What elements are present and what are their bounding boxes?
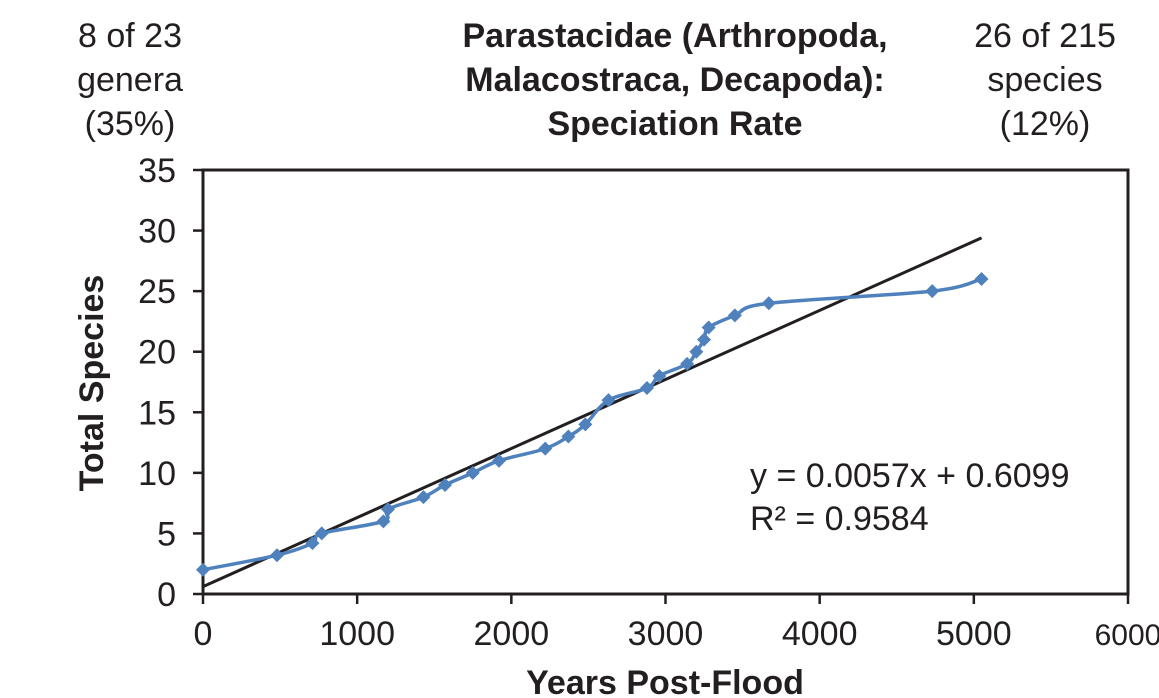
data-point-marker	[376, 514, 391, 529]
data-point-marker	[465, 465, 480, 480]
x-axis-ticks: 0 1000 2000 3000 4000 5000 6000	[194, 594, 1159, 653]
genera-note-line-2: genera	[77, 61, 183, 99]
x-tick-label: 1000	[319, 615, 395, 653]
data-point-marker	[761, 296, 776, 311]
data-point-marker	[270, 548, 284, 563]
y-axis-title: Total Species	[73, 275, 111, 492]
series-markers	[196, 272, 989, 577]
genera-note: 8 of 23 genera (35%)	[30, 14, 230, 146]
r-squared-label: R² = 0.9584	[750, 500, 929, 538]
data-point-marker	[640, 381, 654, 396]
data-point-marker	[925, 284, 940, 299]
x-tick-label: 3000	[628, 615, 704, 653]
y-tick-label: 15	[138, 394, 176, 432]
data-point-marker	[680, 356, 695, 371]
data-point-marker	[601, 393, 616, 408]
data-point-marker	[314, 526, 329, 541]
genera-note-line-3: (35%)	[84, 105, 176, 143]
data-point-marker	[689, 344, 704, 359]
chart-title-line-2: Malacostraca, Decapoda):	[465, 61, 885, 99]
data-point-marker	[381, 502, 395, 517]
y-tick-label: 30	[138, 213, 176, 251]
chart-title: Parastacidae (Arthropoda, Malacostraca, …	[390, 14, 960, 146]
data-point-marker	[578, 417, 593, 432]
data-point-marker	[305, 536, 320, 551]
x-tick-label: 4000	[782, 615, 858, 653]
data-point-marker	[652, 368, 667, 383]
data-point-marker	[196, 562, 210, 577]
data-point-marker	[974, 272, 989, 287]
data-point-marker	[727, 308, 742, 323]
species-note-line-3: (12%)	[999, 105, 1091, 143]
species-note: 26 of 215 species (12%)	[945, 14, 1145, 146]
data-point-marker	[438, 477, 453, 492]
x-axis-title: Years Post-Flood	[526, 664, 804, 698]
x-tick-label: 5000	[936, 615, 1012, 653]
species-note-line-1: 26 of 215	[974, 17, 1116, 55]
species-note-line-2: species	[987, 61, 1103, 99]
genera-note-line-1: 8 of 23	[78, 17, 182, 55]
y-axis-ticks: 0 5 10 15 20 25 30 35	[138, 152, 203, 614]
y-tick-label: 25	[138, 273, 176, 311]
data-point-marker	[538, 441, 553, 456]
y-tick-label: 0	[157, 576, 176, 614]
y-tick-label: 5	[157, 515, 176, 553]
x-tick-label: 6000	[1095, 619, 1159, 652]
data-point-marker	[561, 429, 576, 444]
trendline-equation: y = 0.0057x + 0.6099	[750, 457, 1069, 495]
data-point-marker	[697, 332, 712, 347]
data-point-marker	[492, 453, 506, 468]
data-point-marker	[701, 320, 716, 335]
data-point-marker	[416, 490, 431, 505]
y-tick-label: 20	[138, 334, 176, 372]
y-tick-label: 35	[138, 152, 176, 190]
x-tick-label: 2000	[474, 615, 550, 653]
y-tick-label: 10	[138, 455, 176, 493]
chart-title-line-3: Speciation Rate	[547, 105, 803, 143]
chart-title-line-1: Parastacidae (Arthropoda,	[462, 17, 888, 55]
x-tick-label: 0	[194, 615, 213, 653]
